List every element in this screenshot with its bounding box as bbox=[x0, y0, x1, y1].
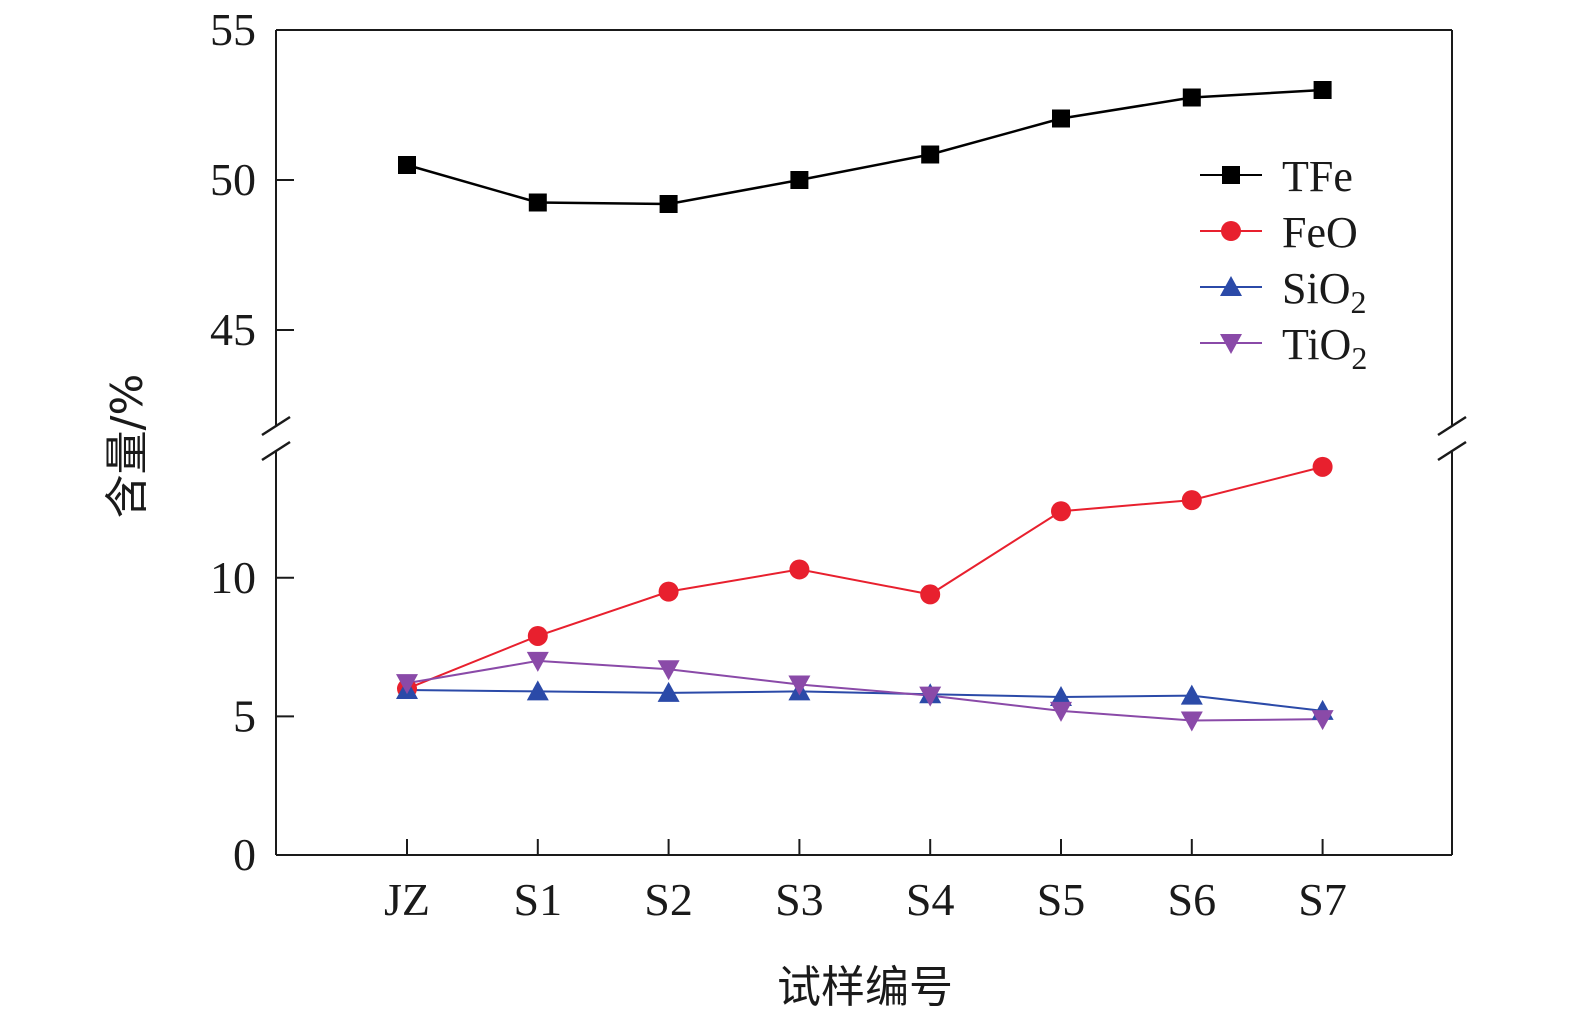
x-tick-label: S4 bbox=[906, 874, 955, 925]
legend-marker-tio2 bbox=[1220, 334, 1242, 354]
series-line-sio2 bbox=[406, 689, 1323, 712]
data-point-tfe bbox=[790, 171, 809, 189]
x-tick-label: S3 bbox=[775, 874, 824, 925]
legend-marker-sio2 bbox=[1220, 276, 1242, 296]
legend-label-tfe: TFe bbox=[1282, 152, 1353, 201]
data-point-tfe bbox=[528, 193, 547, 212]
x-tick-label: JZ bbox=[384, 874, 430, 925]
data-point-sio2 bbox=[1050, 685, 1072, 706]
x-tick-label: S7 bbox=[1298, 874, 1347, 925]
legend-label-sio2: SiO2 bbox=[1282, 264, 1366, 320]
data-point-feo bbox=[1051, 501, 1071, 522]
data-point-tfe bbox=[398, 156, 416, 174]
series-line-feo bbox=[406, 465, 1323, 690]
data-point-feo bbox=[920, 584, 941, 605]
y-tick-label: 5 bbox=[233, 690, 256, 741]
data-point-tfe bbox=[1313, 81, 1332, 99]
axis-break-mark-right-1 bbox=[1437, 415, 1467, 437]
x-tick-label: S5 bbox=[1037, 874, 1086, 925]
series-line-tio2 bbox=[406, 659, 1323, 722]
data-point-tfe bbox=[1052, 109, 1070, 128]
axis-break-mark-right-2 bbox=[1437, 440, 1467, 462]
legend-label-base: SiO bbox=[1282, 264, 1350, 313]
series-markers bbox=[396, 81, 1334, 732]
data-point-sio2 bbox=[526, 680, 549, 701]
data-point-feo bbox=[789, 559, 810, 580]
data-point-tfe bbox=[921, 145, 940, 164]
data-point-tio2 bbox=[788, 675, 811, 696]
legend-marker-feo bbox=[1221, 221, 1241, 241]
y-tick-label: 10 bbox=[210, 552, 256, 603]
legend-label-subscript: 2 bbox=[1350, 284, 1366, 320]
legend-label-feo: FeO bbox=[1282, 208, 1358, 257]
x-axis-title: 试样编号 bbox=[777, 962, 953, 1013]
y-tick-label: 55 bbox=[210, 4, 256, 55]
data-point-tio2 bbox=[396, 674, 418, 695]
data-point-feo bbox=[527, 625, 548, 646]
data-point-tio2 bbox=[657, 660, 680, 681]
legend-label-base: TiO bbox=[1282, 320, 1351, 369]
axis-break-mark-left-1 bbox=[261, 415, 291, 437]
legend-label-subscript: 2 bbox=[1351, 340, 1367, 376]
y-tick-label: 45 bbox=[210, 304, 256, 355]
series-lines bbox=[406, 88, 1323, 722]
data-point-tfe bbox=[659, 195, 678, 213]
data-point-tio2 bbox=[1311, 710, 1334, 731]
x-tick-label: S6 bbox=[1168, 874, 1217, 925]
x-tick-label: S1 bbox=[514, 874, 563, 925]
y-tick-label: 0 bbox=[233, 829, 256, 880]
data-point-feo bbox=[1181, 490, 1202, 511]
data-point-tfe bbox=[1182, 88, 1201, 107]
data-point-sio2 bbox=[1180, 684, 1203, 705]
legend-marker-tfe bbox=[1222, 166, 1240, 184]
y-axis-title: 含量/% bbox=[102, 374, 153, 519]
legend-label-tio2: TiO2 bbox=[1282, 320, 1367, 376]
data-point-tio2 bbox=[526, 651, 549, 672]
data-point-tio2 bbox=[919, 686, 942, 707]
data-point-feo bbox=[1312, 456, 1333, 477]
data-point-feo bbox=[658, 581, 679, 602]
data-point-tio2 bbox=[1180, 711, 1203, 732]
y-tick-label: 50 bbox=[210, 154, 256, 205]
data-point-sio2 bbox=[657, 681, 680, 702]
axes: 0 5 10 45 50 55 JZ S1 S2 S3 S4 S5 S6 S7 bbox=[210, 4, 1467, 925]
series-line-tfe bbox=[406, 88, 1323, 206]
data-point-tio2 bbox=[1050, 701, 1072, 722]
x-tick-label: S2 bbox=[644, 874, 693, 925]
axis-break-mark-left-2 bbox=[261, 440, 291, 462]
